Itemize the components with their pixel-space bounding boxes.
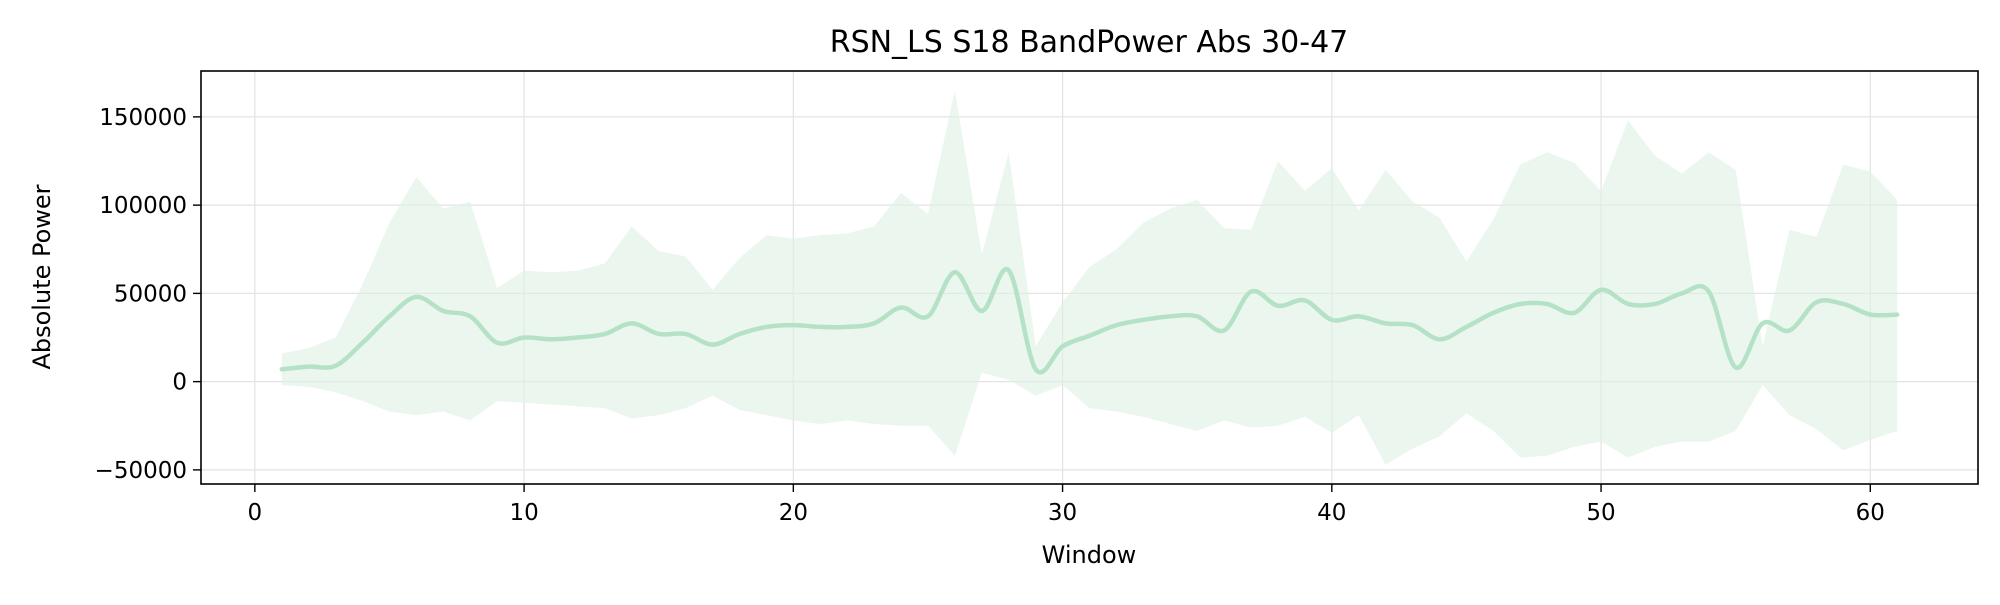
x-tick-label: 20 xyxy=(779,500,808,526)
x-tick-label: 60 xyxy=(1856,500,1885,526)
series-line xyxy=(279,267,1900,375)
plot-frame xyxy=(200,70,1979,485)
confidence-band xyxy=(281,90,1898,465)
x-tick-label: 10 xyxy=(509,500,538,526)
x-axis-label: Window xyxy=(1042,541,1137,569)
x-tick-label: 0 xyxy=(248,500,263,526)
x-tick-label: 30 xyxy=(1048,500,1077,526)
y-axis-label: Absolute Power xyxy=(28,184,56,369)
chart-title: RSN_LS S18 BandPower Abs 30-47 xyxy=(830,25,1349,60)
y-tick-label: 150000 xyxy=(99,105,187,131)
y-tick-label: 100000 xyxy=(99,193,187,219)
x-tick-label: 40 xyxy=(1317,500,1346,526)
y-tick-label: 0 xyxy=(172,370,187,396)
x-tick-label: 50 xyxy=(1586,500,1615,526)
y-tick-label: −50000 xyxy=(95,458,187,484)
y-tick-label: 50000 xyxy=(114,281,187,307)
